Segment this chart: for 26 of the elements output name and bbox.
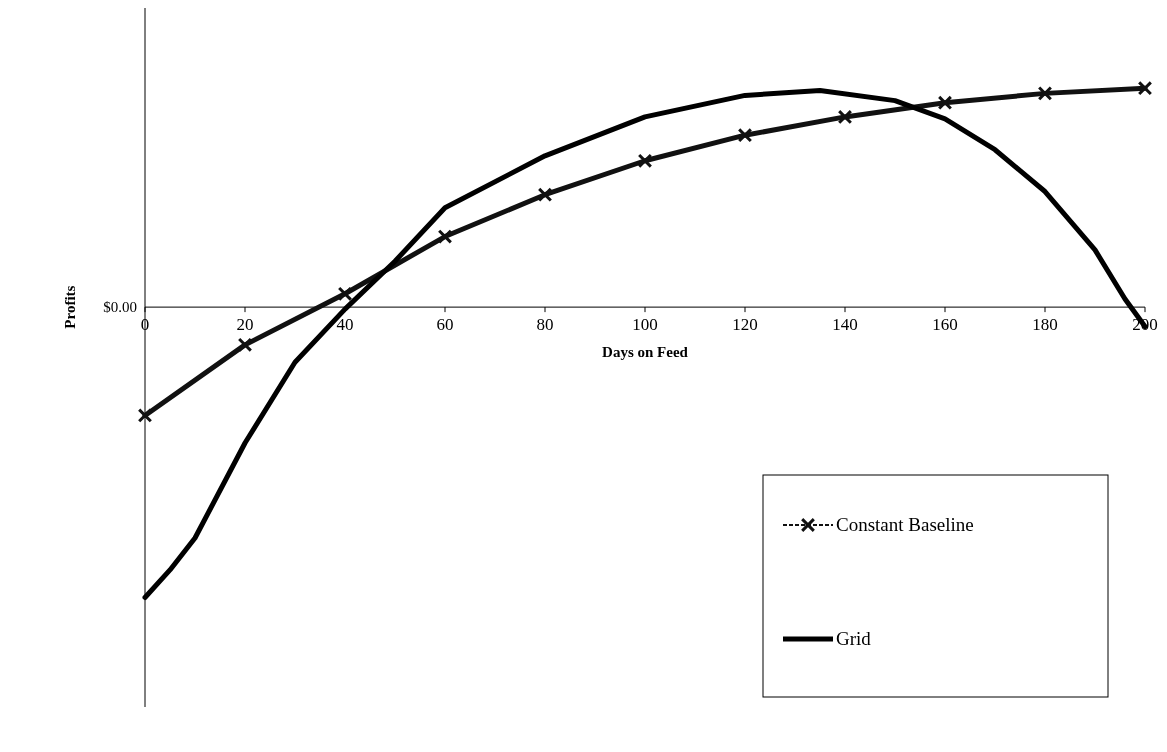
x-tick-label: 160 xyxy=(932,315,958,335)
legend-label: Constant Baseline xyxy=(836,514,974,535)
point xyxy=(837,109,853,125)
y-axis-title: Profits xyxy=(62,285,78,329)
point xyxy=(537,187,553,203)
x-tick-label: 40 xyxy=(336,315,354,335)
point xyxy=(1037,86,1053,101)
point xyxy=(437,229,453,244)
point xyxy=(737,127,753,143)
x-tick-label: 20 xyxy=(236,315,254,335)
point xyxy=(1137,80,1153,96)
x-tick-label: 100 xyxy=(632,315,658,335)
legend-label: Grid xyxy=(836,628,872,649)
point xyxy=(937,95,953,110)
point xyxy=(337,286,353,302)
x-tick-label: 60 xyxy=(436,315,454,335)
x-tick-label: 120 xyxy=(732,315,758,335)
point xyxy=(237,337,253,353)
x-tick-label: 80 xyxy=(536,315,554,335)
point xyxy=(637,153,653,169)
x-tick-label: 180 xyxy=(1032,315,1058,335)
text: $0.00 xyxy=(103,299,137,316)
point xyxy=(137,408,153,423)
x-axis-title: Days on Feed xyxy=(602,344,689,361)
x-tick-label: 0 xyxy=(140,315,150,335)
x-tick-label: 140 xyxy=(832,315,858,335)
